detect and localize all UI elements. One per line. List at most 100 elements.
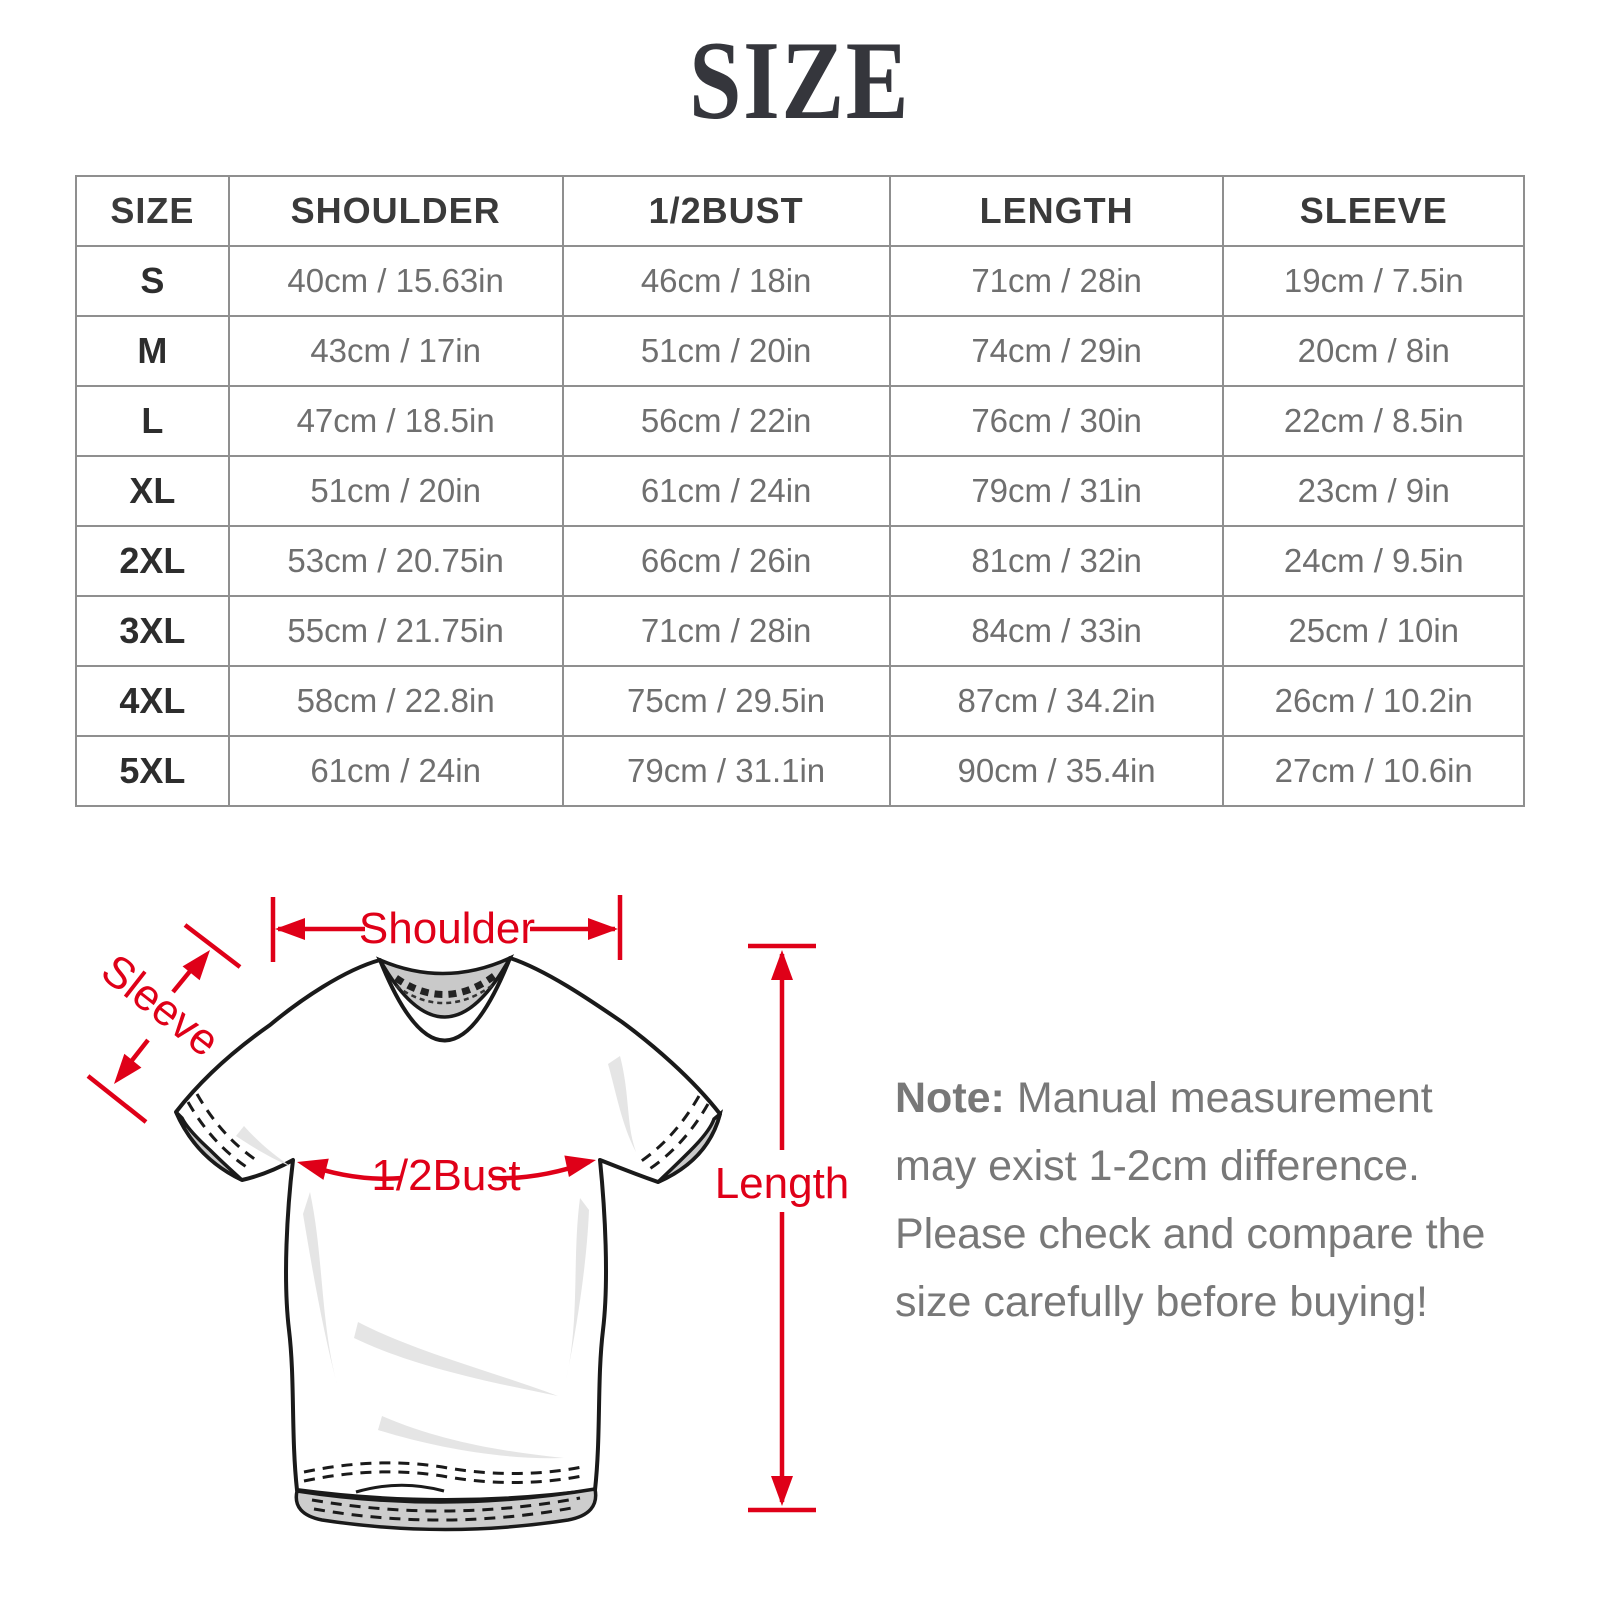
half-bust-cell: 56cm / 22in [561, 385, 891, 457]
tshirt-diagram-svg: Shoulder Sleeve 1/2Bust [86, 895, 850, 1532]
hem-fold-line [355, 1483, 445, 1494]
collar-back-neck [375, 954, 515, 1019]
header-halfbust: 1/2BUST [561, 175, 891, 247]
collar-tape-line [395, 983, 495, 1005]
table-row: S 40cm / 15.63in 46cm / 18in 71cm / 28in 19c… [75, 245, 1525, 317]
page-title: SIZE [0, 22, 1600, 140]
size-cell: S [75, 245, 230, 317]
half-bust-cell: 51cm / 20in [561, 315, 891, 387]
half-bust-cell: 71cm / 28in [561, 595, 891, 667]
sleeve-label: Sleeve [92, 945, 228, 1066]
half-bust-cell: 79cm / 31.1in [561, 735, 891, 807]
half-bust-label: 1/2Bust [371, 1151, 520, 1200]
header-length: LENGTH [888, 175, 1225, 247]
table-row: 3XL 55cm / 21.75in 71cm / 28in 84cm / 33in 2… [75, 595, 1525, 667]
tshirt-outline [174, 956, 722, 1502]
shoulder-arrowhead-left [275, 918, 305, 940]
right-cuff-stitch-1 [647, 1103, 710, 1172]
right-cuff-stitch-2 [639, 1095, 701, 1164]
note-body: Manual measurement may exist 1-2cm diffe… [895, 1074, 1486, 1326]
header-row: SIZE SHOULDER 1/2BUST LENGTH SLEEVE [75, 175, 1525, 247]
size-cell: M [75, 315, 230, 387]
table-row: M 43cm / 17in 51cm / 20in 74cm / 29in 20cm /… [75, 315, 1525, 387]
size-cell: 2XL [75, 525, 230, 597]
left-cuff-stitch-2 [195, 1093, 257, 1162]
half-bust-arrowhead-left [297, 1158, 329, 1180]
hem-band-stitch-2 [313, 1505, 578, 1522]
sleeve-arrowhead-top [182, 950, 210, 981]
length-annotation: Length [715, 943, 850, 1513]
length-cell: 79cm / 31in [888, 455, 1225, 527]
length-arrowhead-top [771, 950, 793, 980]
length-cell: 90cm / 35.4in [888, 735, 1225, 807]
wrinkle-left-sleeve [236, 1126, 290, 1166]
hem-stitch-upper-1 [303, 1461, 588, 1475]
shoulder-cell: 43cm / 17in [227, 315, 564, 387]
note-prefix: Note: [895, 1074, 1005, 1122]
size-table-body: S 40cm / 15.63in 46cm / 18in 71cm / 28in 19c… [75, 245, 1525, 807]
page-title-text: SIZE [689, 19, 911, 143]
sleeve-cell: 27cm / 10.6in [1222, 735, 1525, 807]
shoulder-cell: 55cm / 21.75in [227, 595, 564, 667]
hem-stitch-upper-2 [303, 1470, 588, 1484]
sleeve-tick-top [183, 923, 242, 969]
half-bust-cell: 75cm / 29.5in [561, 665, 891, 737]
header-shoulder: SHOULDER [227, 175, 564, 247]
table-row: 4XL 58cm / 22.8in 75cm / 29.5in 87cm / 34.2… [75, 665, 1525, 737]
wrinkle-body-right [566, 1198, 589, 1380]
size-cell: 3XL [75, 595, 230, 667]
size-cell: XL [75, 455, 230, 527]
shoulder-label: Shoulder [359, 904, 535, 953]
size-table-header: SIZE SHOULDER 1/2BUST LENGTH SLEEVE [75, 175, 1525, 247]
size-cell: 5XL [75, 735, 230, 807]
length-cell: 87cm / 34.2in [888, 665, 1225, 737]
half-bust-cell: 46cm / 18in [561, 245, 891, 317]
wrinkle-body-left [303, 1192, 338, 1388]
measurement-note: Note: Manual measurement may exist 1-2cm… [895, 1064, 1525, 1336]
half-bust-cell: 66cm / 26in [561, 525, 891, 597]
header-sleeve: SLEEVE [1222, 175, 1525, 247]
wrinkle-body-diagonal-2 [378, 1416, 564, 1459]
left-cuff-stitch-1 [186, 1101, 249, 1170]
table-row: 2XL 53cm / 20.75in 66cm / 26in 81cm / 32in 2… [75, 525, 1525, 597]
sleeve-cell: 23cm / 9in [1222, 455, 1525, 527]
length-cell: 74cm / 29in [888, 315, 1225, 387]
half-bust-annotation: 1/2Bust [297, 1151, 596, 1200]
sleeve-cell: 22cm / 8.5in [1222, 385, 1525, 457]
wrinkle-right-sleeve [608, 1056, 636, 1152]
hem-band [294, 1486, 598, 1532]
length-cell: 84cm / 33in [888, 595, 1225, 667]
size-table: SIZE SHOULDER 1/2BUST LENGTH SLEEVE S 40c… [75, 175, 1525, 807]
table-row: XL 51cm / 20in 61cm / 24in 79cm / 31in 23cm … [75, 455, 1525, 527]
shoulder-annotation: Shoulder [270, 895, 623, 962]
size-cell: L [75, 385, 230, 457]
length-cell: 81cm / 32in [888, 525, 1225, 597]
left-cuff-inner [174, 1110, 244, 1182]
shoulder-arrowhead-right [588, 918, 618, 940]
hem-band-stitch-1 [311, 1496, 581, 1513]
half-bust-cell: 61cm / 24in [561, 455, 891, 527]
shoulder-cell: 61cm / 24in [227, 735, 564, 807]
sleeve-arrowhead-bottom [114, 1053, 142, 1084]
table-row: L 47cm / 18.5in 56cm / 22in 76cm / 30in 22cm… [75, 385, 1525, 457]
length-cell: 76cm / 30in [888, 385, 1225, 457]
shoulder-cell: 40cm / 15.63in [227, 245, 564, 317]
header-size: SIZE [75, 175, 230, 247]
half-bust-arrowhead-right [564, 1155, 596, 1177]
shoulder-cell: 58cm / 22.8in [227, 665, 564, 737]
tshirt-measurement-diagram: Shoulder Sleeve 1/2Bust [60, 860, 860, 1600]
shoulder-cell: 47cm / 18.5in [227, 385, 564, 457]
length-label: Length [715, 1159, 850, 1208]
sleeve-tick-bottom [86, 1074, 148, 1124]
sleeve-cell: 25cm / 10in [1222, 595, 1525, 667]
shoulder-cell: 51cm / 20in [227, 455, 564, 527]
table-row: 5XL 61cm / 24in 79cm / 31.1in 90cm / 35.4in… [75, 735, 1525, 807]
right-cuff-inner [656, 1109, 724, 1184]
sleeve-cell: 26cm / 10.2in [1222, 665, 1525, 737]
sleeve-cell: 20cm / 8in [1222, 315, 1525, 387]
sleeve-cell: 19cm / 7.5in [1222, 245, 1525, 317]
length-cell: 71cm / 28in [888, 245, 1225, 317]
length-arrowhead-bottom [771, 1476, 793, 1506]
sleeve-cell: 24cm / 9.5in [1222, 525, 1525, 597]
